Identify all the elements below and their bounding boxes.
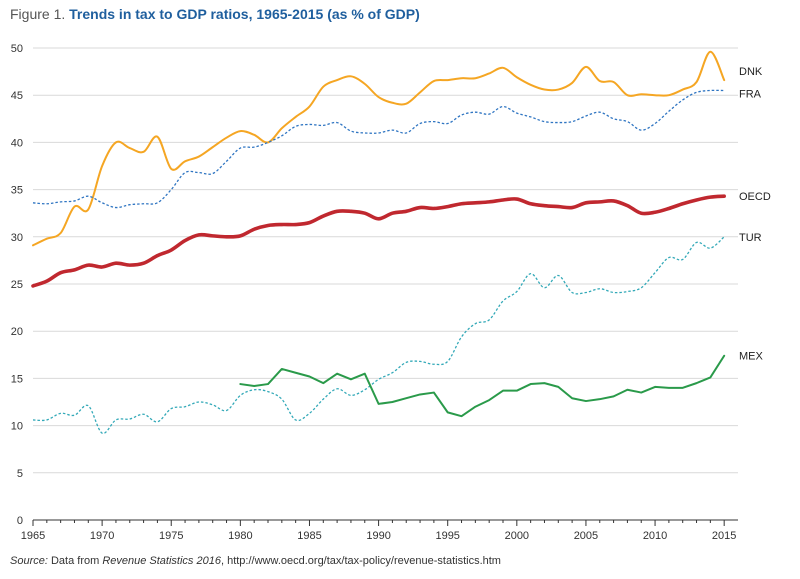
- series-label-dnk: DNK: [739, 66, 763, 78]
- y-tick-label: 30: [11, 232, 23, 244]
- x-tick-label: 1985: [297, 530, 321, 542]
- x-tick-label: 1980: [228, 530, 252, 542]
- x-tick-label: 2015: [712, 530, 736, 542]
- source-pre: Data from: [47, 555, 103, 567]
- series-line-tur: [32, 236, 725, 435]
- series-label-tur: TUR: [739, 232, 762, 244]
- gridlines: [33, 47, 738, 474]
- series-line-oecd: [31, 194, 726, 288]
- series-line-mex: [239, 354, 726, 418]
- series-lines: [31, 50, 726, 435]
- series-label-fra: FRA: [739, 88, 762, 100]
- x-tick-label: 2005: [574, 530, 598, 542]
- y-tick-label: 20: [11, 326, 23, 338]
- x-tick-label: 1990: [366, 530, 390, 542]
- x-tick-label: 1975: [159, 530, 183, 542]
- y-tick-label: 10: [11, 421, 23, 433]
- x-tick-label: 2000: [505, 530, 529, 542]
- x-tick-label: 2010: [643, 530, 667, 542]
- x-tick-label: 1965: [21, 530, 45, 542]
- source-label: Source:: [10, 555, 48, 567]
- y-tick-label: 0: [17, 515, 23, 527]
- figure-title: Figure 1. Trends in tax to GDP ratios, 1…: [10, 6, 420, 22]
- source-note: Source: Data from Revenue Statistics 201…: [10, 555, 501, 567]
- figure-label: Figure 1.: [10, 6, 66, 22]
- source-url: , http://www.oecd.org/tax/tax-policy/rev…: [220, 555, 501, 567]
- y-tick-label: 5: [17, 468, 23, 480]
- series-label-oecd: OECD: [739, 191, 771, 203]
- series-labels: DNK FRA OECD TUR MEX: [739, 66, 771, 363]
- series-line-dnk: [32, 50, 726, 247]
- y-tick-label: 35: [11, 185, 23, 197]
- x-tick-label: 1995: [435, 530, 459, 542]
- series-line-fra: [32, 89, 725, 209]
- y-tick-label: 25: [11, 279, 23, 291]
- source-publication: Revenue Statistics 2016: [102, 555, 221, 567]
- series-label-mex: MEX: [739, 351, 764, 363]
- y-tick-label: 15: [11, 373, 23, 385]
- x-axis: 1965 1970 1975 1980 1985 1990 1995 2000 2005 2010…: [21, 519, 738, 542]
- figure-title-text: Trends in tax to GDP ratios, 1965-2015 (…: [69, 6, 420, 22]
- y-tick-label: 40: [11, 137, 23, 149]
- y-tick-label: 45: [11, 90, 23, 102]
- y-tick-label: 50: [11, 43, 23, 55]
- x-tick-label: 1970: [90, 530, 114, 542]
- y-axis: 0 5 10 15 20 25 30 35 40 45 50: [11, 43, 23, 527]
